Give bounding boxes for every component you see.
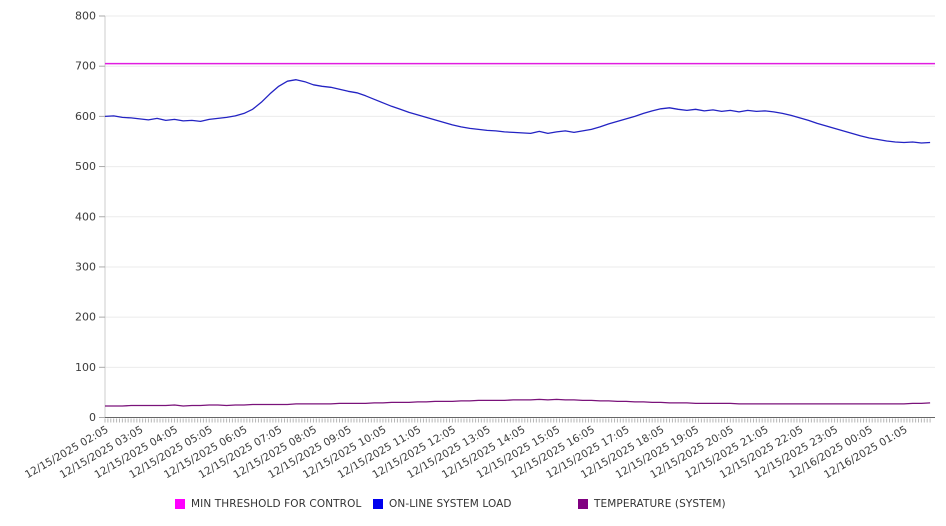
legend-item-min-threshold: MIN THRESHOLD FOR CONTROL bbox=[175, 497, 361, 511]
svg-text:300: 300 bbox=[75, 260, 96, 273]
legend-label-online-system-load: ON-LINE SYSTEM LOAD bbox=[389, 498, 512, 510]
legend-swatch-online-system-load bbox=[373, 499, 383, 509]
svg-text:400: 400 bbox=[75, 210, 96, 223]
series-line-on-line-system-load bbox=[104, 79, 931, 144]
series-line-temperature-system bbox=[105, 398, 931, 407]
svg-text:500: 500 bbox=[75, 160, 96, 173]
x-minor-ticks bbox=[104, 418, 931, 423]
svg-text:100: 100 bbox=[75, 361, 96, 374]
legend-item-online-system-load: ON-LINE SYSTEM LOAD bbox=[373, 497, 512, 511]
chart-canvas: 0 100 200 300 400 500 600 700 800 12/15/2025 02:0… bbox=[23, 10, 935, 481]
legend-label-min-threshold: MIN THRESHOLD FOR CONTROL bbox=[191, 498, 362, 510]
svg-text:600: 600 bbox=[75, 110, 96, 123]
svg-text:0: 0 bbox=[89, 411, 96, 424]
svg-text:200: 200 bbox=[75, 311, 96, 324]
chart-legend: MIN THRESHOLD FOR CONTROL ON-LINE SYSTEM… bbox=[0, 497, 946, 517]
legend-label-temperature-system: TEMPERATURE (SYSTEM) bbox=[594, 498, 726, 510]
legend-swatch-temperature-system bbox=[578, 499, 588, 509]
legend-item-temperature-system: TEMPERATURE (SYSTEM) bbox=[578, 497, 726, 511]
legend-swatch-min-threshold bbox=[175, 499, 185, 509]
gridlines bbox=[105, 15, 935, 368]
svg-text:700: 700 bbox=[75, 60, 96, 73]
svg-text:800: 800 bbox=[75, 10, 96, 23]
y-axis-labels: 0 100 200 300 400 500 600 700 800 bbox=[75, 10, 105, 424]
